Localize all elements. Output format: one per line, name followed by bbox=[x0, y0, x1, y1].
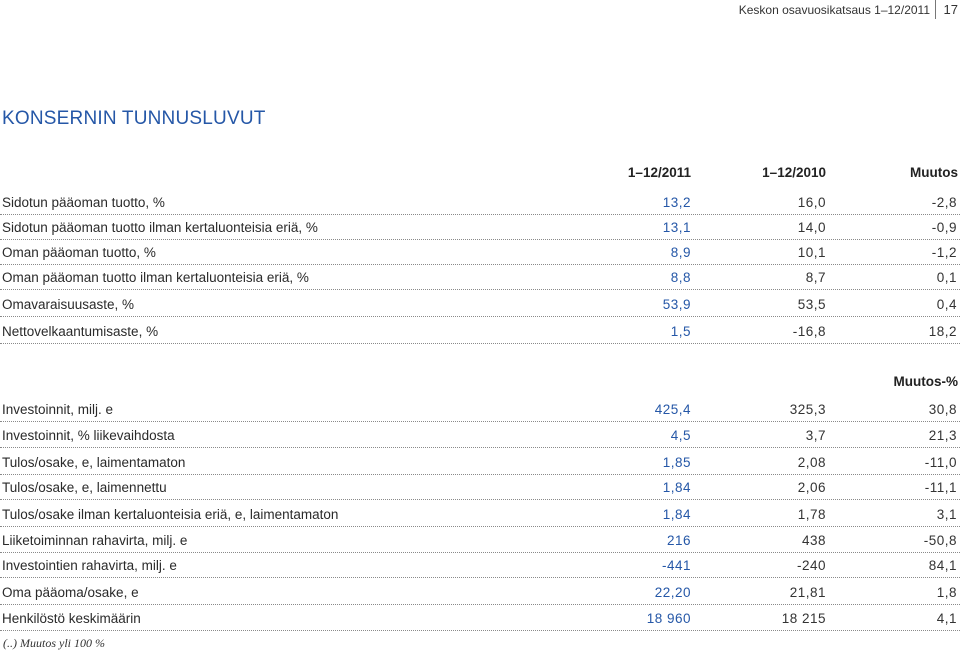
row-label: Sidotun pääoman tuotto ilman kertaluonte… bbox=[2, 220, 318, 235]
value-2011: 1,5 bbox=[670, 324, 691, 339]
value-change: -0,9 bbox=[931, 220, 957, 235]
value-2010: 18 215 bbox=[781, 611, 826, 626]
value-2010: -16,8 bbox=[792, 324, 826, 339]
row-label: Investoinnit, % liikevaihdosta bbox=[2, 428, 175, 443]
row-label: Tulos/osake, e, laimennettu bbox=[2, 480, 167, 495]
header-divider bbox=[935, 0, 936, 19]
value-2011: 425,4 bbox=[654, 402, 691, 417]
value-change-percent: 21,3 bbox=[928, 428, 957, 443]
column-header-change: Muutos bbox=[910, 165, 958, 180]
value-2011: 4,5 bbox=[670, 428, 691, 443]
row-label: Tulos/osake, e, laimentamaton bbox=[2, 455, 186, 470]
page-header: Keskon osavuosikatsaus 1–12/2011 17 bbox=[0, 0, 960, 19]
value-2010: 325,3 bbox=[789, 402, 826, 417]
value-2011: 13,1 bbox=[662, 220, 691, 235]
value-2011: 1,84 bbox=[662, 507, 691, 522]
value-2010: 10,1 bbox=[797, 245, 826, 260]
value-2011: 1,84 bbox=[662, 480, 691, 495]
value-2011: 216 bbox=[666, 533, 691, 548]
row-label: Oma pääoma/osake, e bbox=[2, 585, 139, 600]
value-2010: 53,5 bbox=[797, 297, 826, 312]
value-2011: 18 960 bbox=[646, 611, 691, 626]
value-change-percent: -11,1 bbox=[924, 480, 957, 495]
table-row: Investoinnit, % liikevaihdosta 4,5 3,7 2… bbox=[0, 422, 960, 448]
row-label: Investointien rahavirta, milj. e bbox=[2, 558, 177, 573]
value-2010: 438 bbox=[801, 533, 826, 548]
value-2010: 3,7 bbox=[805, 428, 826, 443]
value-change: 18,2 bbox=[928, 324, 957, 339]
value-2011: 8,8 bbox=[670, 270, 691, 285]
table-row: Oma pääoma/osake, e 22,20 21,81 1,8 bbox=[0, 579, 960, 605]
row-label: Oman pääoman tuotto, % bbox=[2, 245, 156, 260]
column-header-2011: 1–12/2011 bbox=[627, 165, 691, 180]
value-2010: 16,0 bbox=[797, 195, 826, 210]
value-change-percent: 30,8 bbox=[928, 402, 957, 417]
value-change: 0,1 bbox=[936, 270, 957, 285]
value-2010: -240 bbox=[796, 558, 826, 573]
value-2011: 53,9 bbox=[662, 297, 691, 312]
value-change-percent: 4,1 bbox=[936, 611, 957, 626]
table-row: Investoinnit, milj. e 425,4 325,3 30,8 bbox=[0, 396, 960, 422]
table-row: Tulos/osake, e, laimennettu 1,84 2,06 -1… bbox=[0, 474, 960, 500]
row-label: Henkilöstö keskimäärin bbox=[2, 611, 141, 626]
page-number: 17 bbox=[943, 2, 958, 17]
column-header-change-percent: Muutos-% bbox=[893, 374, 959, 389]
value-2011: 1,85 bbox=[662, 455, 691, 470]
value-2010: 14,0 bbox=[797, 220, 826, 235]
row-label: Oman pääoman tuotto ilman kertaluonteisi… bbox=[2, 270, 309, 285]
value-change-percent: -11,0 bbox=[924, 455, 957, 470]
value-2010: 1,78 bbox=[797, 507, 826, 522]
value-change-percent: -50,8 bbox=[923, 533, 957, 548]
value-2011: 22,20 bbox=[654, 585, 691, 600]
value-2010: 21,81 bbox=[789, 585, 826, 600]
table-row: Omavaraisuusaste, % 53,9 53,5 0,4 bbox=[0, 291, 960, 317]
table-row: Oman pääoman tuotto ilman kertaluonteisi… bbox=[0, 264, 960, 290]
value-2010: 2,06 bbox=[797, 480, 826, 495]
row-label: Sidotun pääoman tuotto, % bbox=[2, 195, 165, 210]
row-label: Nettovelkaantumisaste, % bbox=[2, 324, 159, 339]
row-label: Tulos/osake ilman kertaluonteisia eriä, … bbox=[2, 507, 339, 522]
value-change: -2,8 bbox=[931, 195, 957, 210]
column-header-2010: 1–12/2010 bbox=[762, 165, 826, 180]
table-row: Investointien rahavirta, milj. e -441 -2… bbox=[0, 552, 960, 578]
report-title: Keskon osavuosikatsaus 1–12/2011 bbox=[738, 3, 930, 17]
value-2011: -441 bbox=[661, 558, 691, 573]
row-label: Omavaraisuusaste, % bbox=[2, 297, 135, 312]
value-change-percent: 3,1 bbox=[936, 507, 957, 522]
value-2010: 2,08 bbox=[797, 455, 826, 470]
value-change-percent: 1,8 bbox=[936, 585, 957, 600]
value-2011: 8,9 bbox=[670, 245, 691, 260]
table-row: Sidotun pääoman tuotto ilman kertaluonte… bbox=[0, 214, 960, 240]
table-row: Nettovelkaantumisaste, % 1,5 -16,8 18,2 bbox=[0, 318, 960, 344]
table-row: Sidotun pääoman tuotto, % 13,2 16,0 -2,8 bbox=[0, 189, 960, 215]
section-title: KONSERNIN TUNNUSLUVUT bbox=[2, 108, 266, 129]
row-label: Liiketoiminnan rahavirta, milj. e bbox=[2, 533, 188, 548]
value-change: 0,4 bbox=[936, 297, 957, 312]
table-row: Tulos/osake ilman kertaluonteisia eriä, … bbox=[0, 501, 960, 527]
table-row: Tulos/osake, e, laimentamaton 1,85 2,08 … bbox=[0, 449, 960, 475]
footnote: (..) Muutos yli 100 % bbox=[3, 636, 105, 650]
table-row: Henkilöstö keskimäärin 18 960 18 215 4,1 bbox=[0, 605, 960, 631]
value-change: -1,2 bbox=[931, 245, 957, 260]
value-change-percent: 84,1 bbox=[928, 558, 957, 573]
value-2010: 8,7 bbox=[805, 270, 826, 285]
value-2011: 13,2 bbox=[662, 195, 691, 210]
row-label: Investoinnit, milj. e bbox=[2, 402, 114, 417]
table-row: Liiketoiminnan rahavirta, milj. e 216 43… bbox=[0, 527, 960, 553]
table-row: Oman pääoman tuotto, % 8,9 10,1 -1,2 bbox=[0, 239, 960, 265]
